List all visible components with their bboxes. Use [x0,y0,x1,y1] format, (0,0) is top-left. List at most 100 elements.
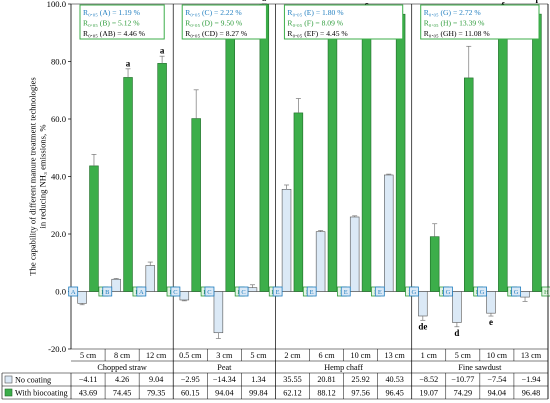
tag-no-coating-label: B [105,289,110,296]
category-label: 6 cm [318,351,335,360]
bar-no-coating [281,188,292,292]
bar-with-biocoating [361,10,372,292]
group-label: Chopped straw [97,363,146,372]
tag-no-coating-label: E [310,289,314,296]
tag-no-coating [272,286,283,297]
tag-no-coating-label: G [412,289,417,296]
category-label: 5 cm [250,351,267,360]
bar-with-biocoating [395,13,406,292]
tag-no-coating [340,286,351,297]
stats-line: R₀.₀₅ (A) = 1.19 % [83,8,141,17]
legend-swatch-no-coating [4,375,13,384]
stats-box [283,4,404,40]
group-label: Peat [217,363,232,372]
stats-line: R₀.₀₅ (EF) = 4.45 % [287,29,348,38]
bar-no-coating [418,291,428,317]
significance-letter: a [160,46,165,56]
value-no-coating: −2.95 [181,375,200,384]
bar-with-biocoating [123,77,133,292]
tag-no-coating [511,286,522,297]
bar-no-coating [77,291,87,304]
value-with-biocoating: 62.12 [283,389,301,398]
category-label: 3 cm [216,351,233,360]
value-with-biocoating: 60.15 [181,389,199,398]
value-no-coating: −7.54 [487,375,506,384]
y-tick-label: 100.0 [47,0,66,9]
bar-no-coating [520,291,530,298]
stats-line: R₀.₀₅ (CD) = 8.27 % [185,29,248,38]
bar-no-coating [349,216,360,292]
value-no-coating: −10.77 [451,375,474,384]
tag-no-coating [477,286,487,297]
tag-with-biocoating-label: H [544,289,549,296]
tag-no-coating-label: G [514,289,519,296]
category-label: 5 cm [455,351,472,360]
bars: ABaBBaABCDbCDbCDEFEFcEFcEFdeGHdGHfeGHfGH [68,0,550,339]
bar-with-biocoating [191,118,201,292]
tag-no-coating-label: A [139,289,144,296]
y-axis: -20.0 0.0 20.0 40.0 60.0 80.0 100.0 [47,0,71,354]
y-tick-label: 80.0 [51,57,66,67]
bar-no-coating [486,291,496,314]
y-tick-label: -20.0 [48,344,66,354]
category-label: 12 cm [146,351,167,360]
bar-no-coating [179,291,190,301]
significance-letter: de [418,321,427,331]
bar-with-biocoating [157,63,167,292]
bar-no-coating [111,278,121,292]
tag-no-coating-label: E [276,289,280,296]
value-with-biocoating: 94.04 [488,389,506,398]
stats-box [420,4,540,40]
bar-with-biocoating [498,20,508,292]
y-tick-label: 0.0 [55,287,66,297]
tag-no-coating-label: C [241,289,245,296]
tag-with-biocoating [541,286,550,297]
value-no-coating: 1.34 [251,375,265,384]
value-with-biocoating: 94.04 [215,389,233,398]
bar-no-coating [145,265,155,292]
tag-no-coating-label: G [480,289,485,296]
tag-no-coating [374,286,385,297]
value-with-biocoating: 19.07 [420,389,438,398]
legend-label: With biocoating [15,389,68,398]
category-label: 5 cm [80,351,97,360]
y-axis-label: The capability of different manure treat… [27,77,47,276]
stats-line: R₀.₀₅ (AB) = 4.46 % [83,29,146,38]
y-tick-label: 20.0 [51,229,66,239]
bar-no-coating [384,174,394,292]
stats-line: R₀.₀₅ (G) = 2.72 % [424,8,482,17]
value-with-biocoating: 88.12 [317,389,335,398]
stats-box [181,4,267,40]
value-no-coating: 35.55 [283,375,301,384]
tag-no-coating [204,286,215,297]
stats-line: R₀.₀₅ (F) = 8.09 % [287,19,343,28]
bar-with-biocoating [327,37,338,292]
data-table: 5 cm −4.11 43.69 8 cm 4.26 74.45 12 cm 9.04 79.3… [1,4,549,400]
stats-boxes: R₀.₀₅ (A) = 1.19 %R₀.₀₅ (B) = 5.12 %R₀.₀… [79,4,540,40]
y-axis-label-line: The capability of different manure treat… [27,77,37,276]
stats-line: R₀.₀₅ (B) = 5.12 % [83,19,140,28]
y-axis-label-line: in reducing NH₃ emissions, % [37,125,47,229]
category-label: 2 cm [284,351,301,360]
value-with-biocoating: 97.56 [351,389,369,398]
value-no-coating: −4.11 [79,375,98,384]
plot-frame [70,3,549,399]
category-label: 1 cm [421,351,438,360]
group-label: Hemp chaff [324,363,363,372]
value-with-biocoating: 74.45 [113,389,131,398]
bar-with-biocoating [259,4,270,292]
value-with-biocoating: 96.45 [385,389,403,398]
stats-line: R₀.₀₅ (C) = 2.22 % [185,8,242,17]
bar-no-coating [247,287,258,292]
value-no-coating: 4.26 [115,375,129,384]
significance-letter: f [535,0,539,5]
stats-line: R₀.₀₅ (E) = 1.80 % [287,8,344,17]
value-with-biocoating: 96.48 [522,389,540,398]
tag-no-coating [136,286,147,297]
value-no-coating: 40.53 [385,375,403,384]
category-label: 0.5 cm [179,351,202,360]
significance-letter: d [454,328,459,338]
bar-with-biocoating [89,165,99,292]
tag-no-coating [238,286,249,297]
